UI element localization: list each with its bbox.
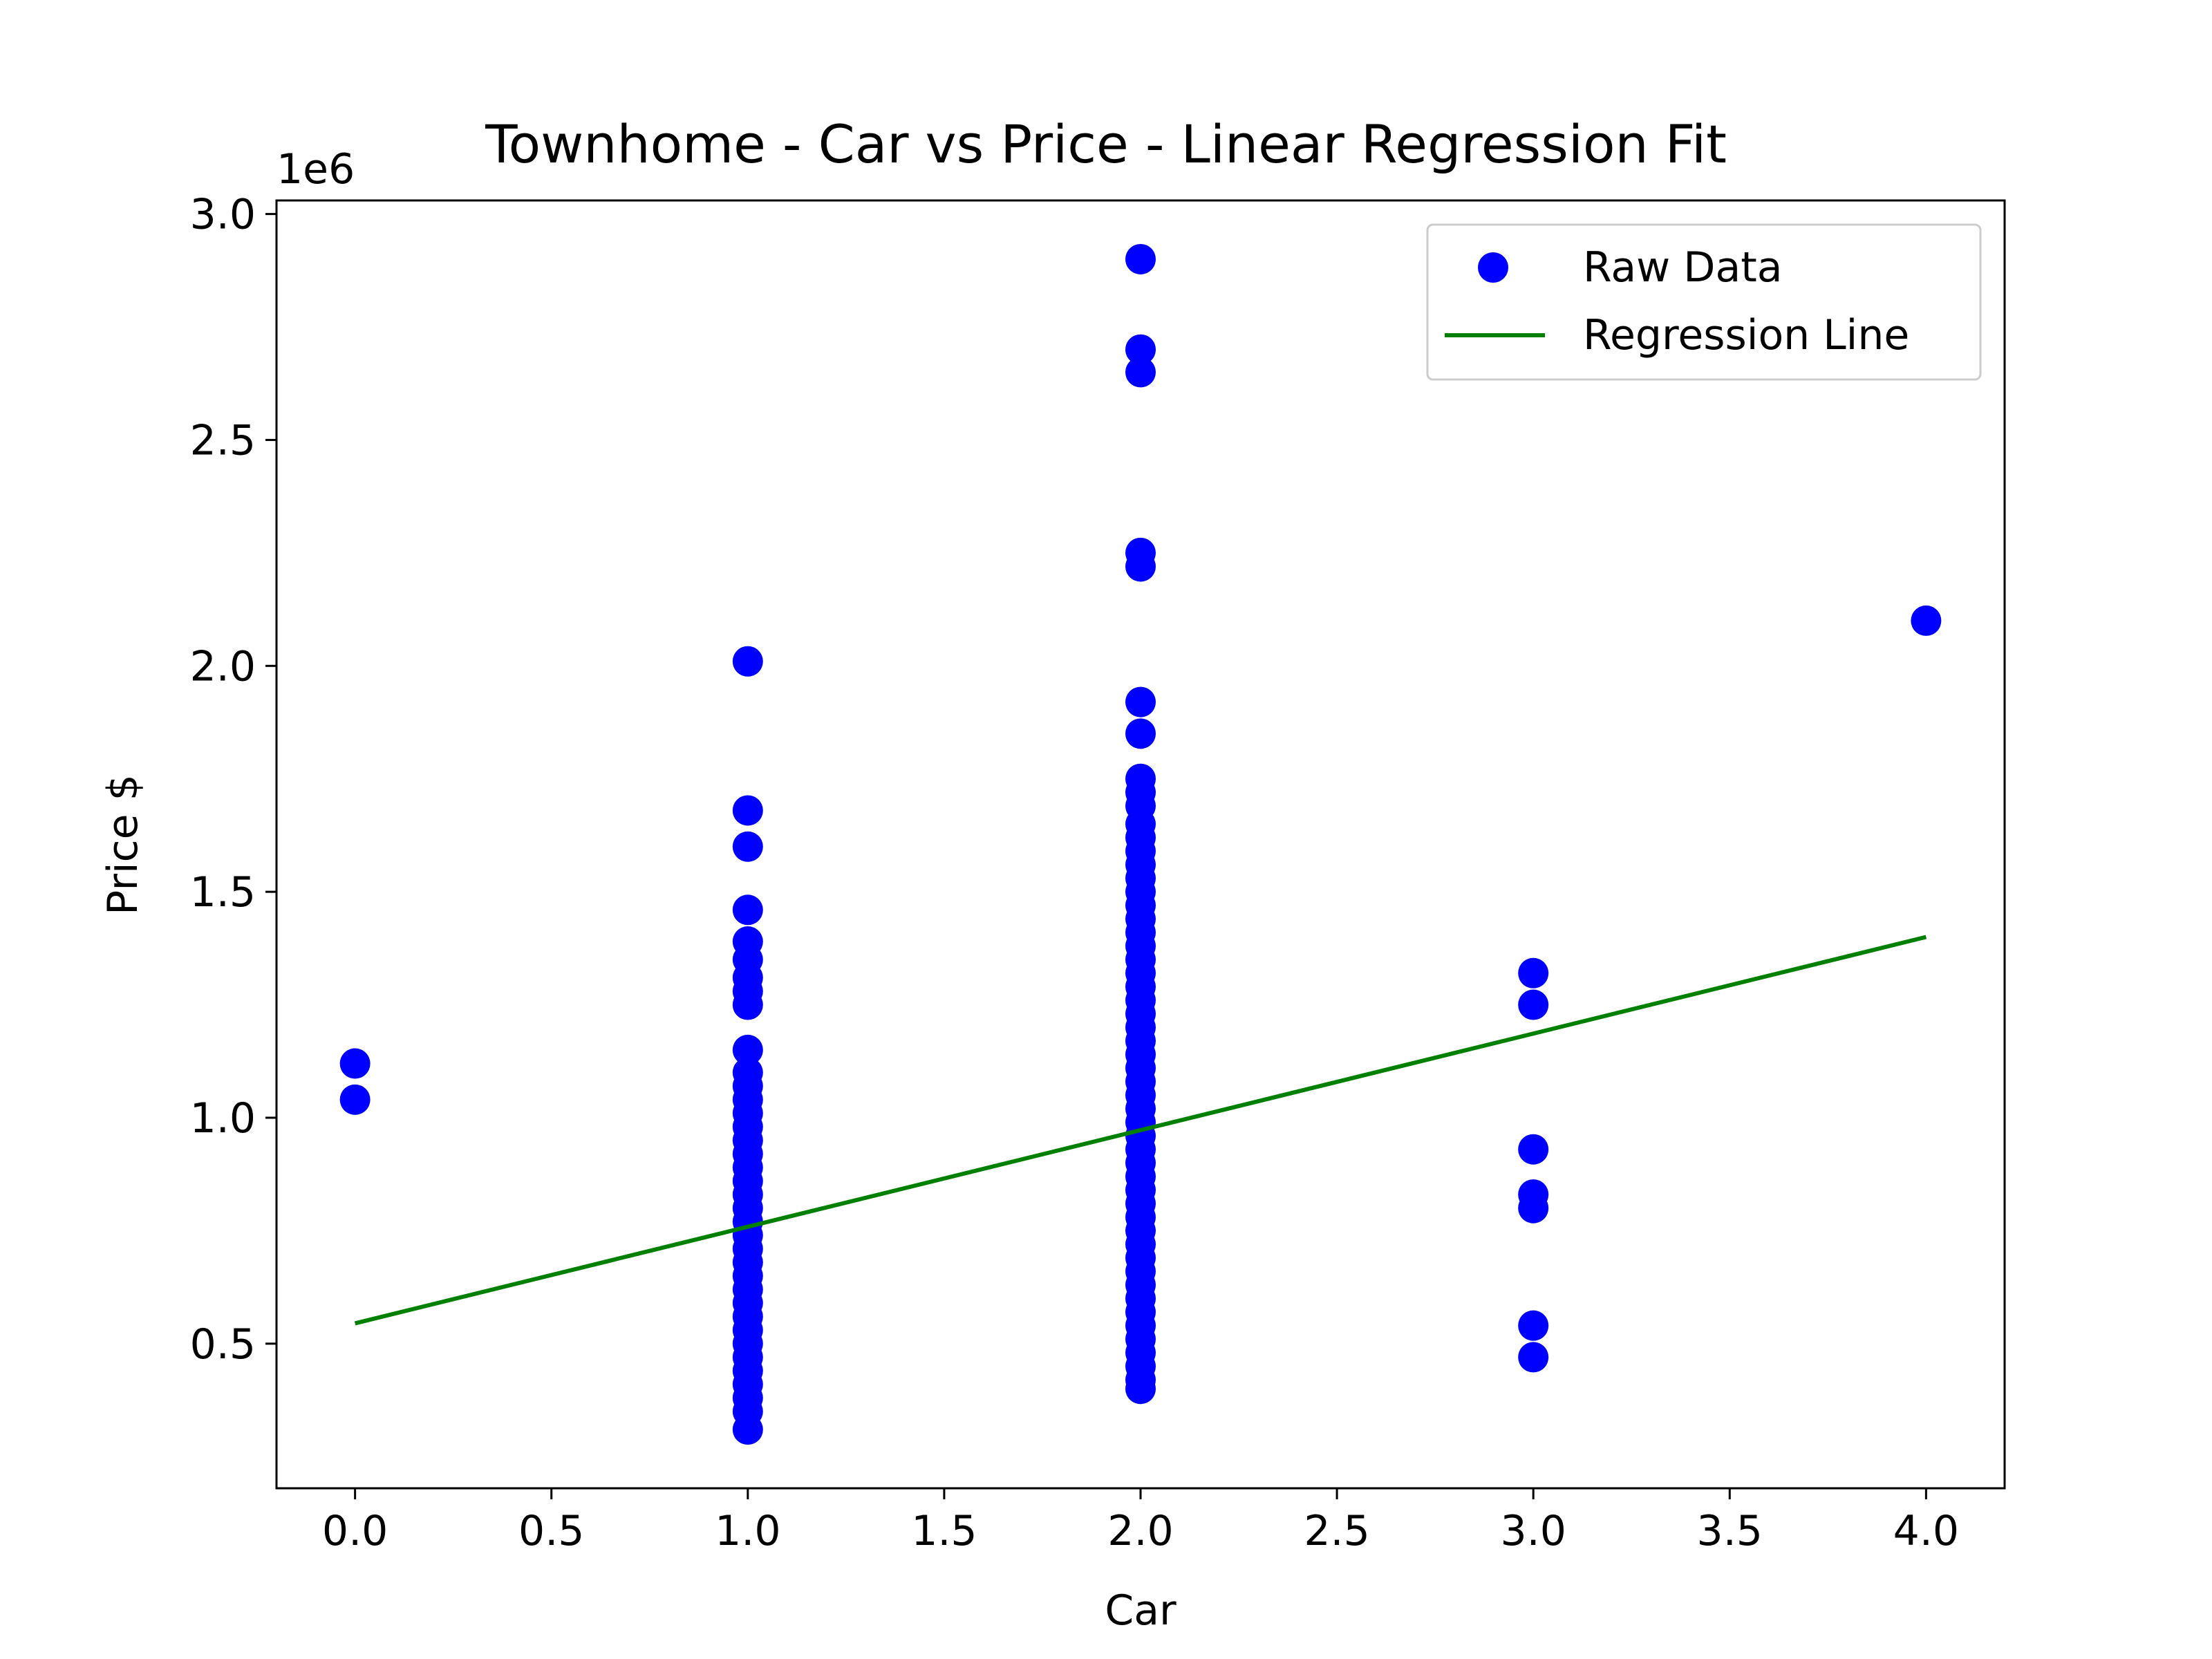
data-layer <box>339 243 1942 1445</box>
data-point <box>1125 243 1156 274</box>
x-tick-label: 2.5 <box>1304 1507 1369 1555</box>
data-point <box>1518 989 1549 1020</box>
y-tick-label: 2.0 <box>190 642 256 691</box>
data-point <box>1518 1192 1549 1224</box>
data-point <box>732 795 763 826</box>
y-axis-offset-label: 1e6 <box>276 145 355 194</box>
data-point <box>732 989 763 1020</box>
data-point <box>732 831 763 862</box>
legend-label-raw-data: Raw Data <box>1583 243 1783 292</box>
data-point <box>1911 605 1942 636</box>
y-axis-label: Price $ <box>99 774 147 915</box>
chart-title: Townhome - Car vs Price - Linear Regress… <box>485 113 1727 175</box>
legend-frame <box>1426 223 1982 381</box>
data-point <box>1125 357 1156 388</box>
data-point <box>1518 1134 1549 1165</box>
x-tick-label: 3.0 <box>1500 1507 1566 1555</box>
x-tick-label: 1.5 <box>911 1507 977 1555</box>
data-point <box>1125 551 1156 582</box>
data-point <box>339 1084 371 1115</box>
legend-marker-raw-data <box>1478 252 1508 283</box>
data-point <box>732 646 763 677</box>
y-tick-label: 0.5 <box>190 1320 256 1369</box>
legend: Raw Data Regression Line <box>1426 223 1982 381</box>
data-point <box>1125 334 1156 365</box>
data-point <box>1518 1342 1549 1373</box>
x-tick-label: 1.0 <box>715 1507 780 1555</box>
data-point <box>732 894 763 926</box>
data-point <box>1125 686 1156 718</box>
legend-label-regression-line: Regression Line <box>1583 311 1909 359</box>
regression-line <box>354 935 1927 1326</box>
x-tick-label: 3.5 <box>1697 1507 1763 1555</box>
plot-area <box>275 199 2006 1490</box>
data-point <box>1125 1374 1156 1405</box>
x-tick-label: 4.0 <box>1893 1507 1959 1555</box>
data-point <box>1518 1310 1549 1341</box>
data-point <box>732 1414 763 1445</box>
data-point <box>1518 957 1549 988</box>
x-tick-label: 0.0 <box>322 1507 388 1555</box>
data-point <box>339 1048 371 1079</box>
x-axis: 0.0 0.5 1.0 1.5 2.0 2.5 3.0 3.5 4.0 <box>322 1488 1959 1555</box>
data-point <box>732 1034 763 1065</box>
x-tick-label: 2.0 <box>1107 1507 1173 1555</box>
x-tick-label: 0.5 <box>518 1507 584 1555</box>
y-tick-label: 3.0 <box>190 191 256 239</box>
x-axis-label: Car <box>1105 1586 1177 1635</box>
y-tick-label: 2.5 <box>190 416 256 465</box>
data-point <box>1125 718 1156 749</box>
y-tick-label: 1.0 <box>190 1094 256 1143</box>
y-axis: 0.5 1.0 1.5 2.0 2.5 3.0 <box>190 191 276 1369</box>
y-tick-label: 1.5 <box>190 868 256 917</box>
